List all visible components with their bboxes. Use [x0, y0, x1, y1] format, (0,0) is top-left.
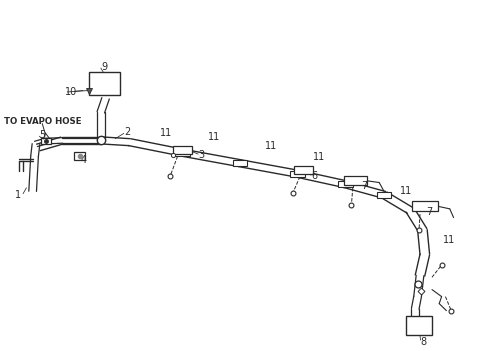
- Text: 7: 7: [426, 207, 433, 217]
- Text: 11: 11: [159, 128, 172, 138]
- Bar: [233, 160, 247, 166]
- Text: 11: 11: [443, 236, 455, 245]
- Text: 3: 3: [199, 150, 204, 160]
- Text: 11: 11: [399, 186, 412, 196]
- Bar: [89, 72, 120, 95]
- Bar: [175, 150, 190, 156]
- Text: 8: 8: [420, 337, 426, 346]
- Text: 5: 5: [39, 130, 46, 140]
- Text: TO EVAPO HOSE: TO EVAPO HOSE: [4, 117, 81, 126]
- Bar: [338, 181, 353, 187]
- Bar: [406, 316, 432, 335]
- Bar: [294, 166, 313, 174]
- Text: 10: 10: [65, 87, 77, 97]
- Text: 4: 4: [81, 155, 87, 165]
- Text: 9: 9: [102, 62, 108, 72]
- Bar: [74, 152, 85, 160]
- Text: 7: 7: [361, 181, 368, 191]
- Bar: [173, 146, 192, 154]
- Text: 2: 2: [124, 127, 131, 137]
- Text: 11: 11: [313, 152, 325, 162]
- Text: 11: 11: [265, 141, 277, 151]
- Bar: [290, 171, 305, 177]
- Bar: [412, 201, 438, 211]
- Text: 11: 11: [207, 132, 220, 142]
- Text: 1: 1: [15, 190, 21, 200]
- Bar: [377, 192, 391, 198]
- Text: 6: 6: [312, 171, 317, 181]
- Bar: [41, 138, 51, 144]
- Bar: [344, 176, 367, 185]
